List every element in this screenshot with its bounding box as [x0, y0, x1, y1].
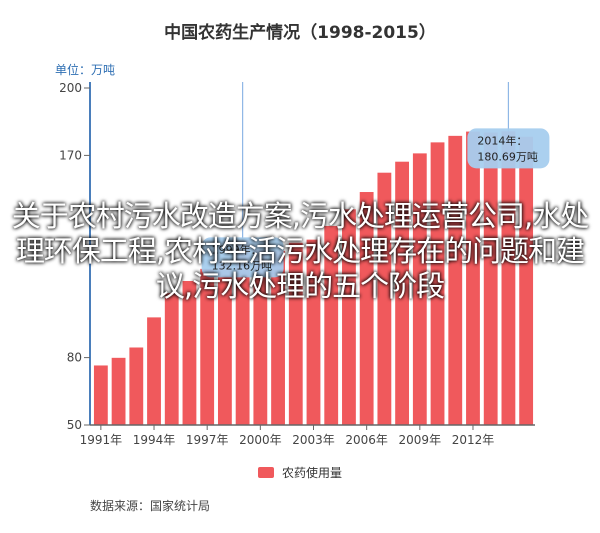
- bar-series: [93, 131, 534, 426]
- bar-2014年: [501, 131, 516, 426]
- x-tick-label: 2006年: [345, 433, 388, 447]
- bar-2005年: [342, 209, 356, 425]
- tooltip-value: 180.69万吨: [477, 150, 538, 163]
- tooltip-title: 1999年：: [212, 242, 262, 256]
- bar-1994年: [147, 317, 161, 425]
- bar-1998年: [217, 260, 232, 425]
- y-tick-label: 170: [59, 148, 82, 162]
- overlay-caption: 关于农村污水改造方案,污水处理运营公司,水处理环保工程,农村生活污水处理存在的问…: [11, 199, 589, 303]
- x-tick-label: 2003年: [292, 433, 335, 447]
- x-tick-label: 2000年: [239, 433, 282, 447]
- bar-1995年: [164, 293, 179, 425]
- y-axis-unit-label: 单位：万吨: [55, 63, 116, 77]
- legend-label: 农药使用量: [281, 466, 342, 480]
- x-tick-label: 1994年: [133, 433, 176, 447]
- bar-2004年: [324, 225, 339, 425]
- bar-1992年: [111, 357, 126, 425]
- bar-2000年: [253, 249, 268, 425]
- x-tick-label: 1997年: [186, 433, 229, 447]
- tooltip-title: 2014年：: [477, 133, 527, 147]
- chart-axes: 50 80 170 200 1991年 1994年 1997年 2000年 2003年 2006年…: [59, 81, 535, 447]
- bar-1996年: [182, 280, 197, 425]
- legend-swatch: [257, 467, 274, 478]
- tooltip-box: [467, 128, 550, 169]
- bar-1999年: [235, 240, 250, 425]
- y-tick-label: 200: [59, 81, 82, 95]
- tooltip-value: 132.16万吨: [212, 259, 273, 272]
- x-tick-label: 2012年: [452, 433, 495, 447]
- y-tick-label: 50: [67, 418, 82, 432]
- bar-2008年: [395, 161, 410, 425]
- bar-2001年: [271, 250, 285, 425]
- bar-2007年: [377, 172, 392, 425]
- source-note: 数据来源：国家统计局: [90, 499, 211, 513]
- bar-2006年: [359, 192, 374, 425]
- bar-2010年: [430, 142, 445, 426]
- bar-2013年: [483, 132, 498, 425]
- chart-title: 中国农药生产情况（1998-2015）: [164, 23, 436, 43]
- tooltips: 2014年： 180.69万吨 1999年： 132.16万吨: [201, 128, 550, 278]
- x-tick-label: 1991年: [80, 433, 123, 447]
- bar-2002年: [288, 242, 303, 425]
- bar-2011年: [448, 135, 463, 425]
- bar-2015年: [519, 136, 534, 425]
- bar-2003年: [306, 239, 321, 425]
- bar-1993年: [129, 347, 144, 425]
- bar-1991年: [93, 365, 108, 425]
- bar-2009年: [412, 153, 427, 426]
- bar-2012年: [466, 131, 480, 425]
- x-tick-label: 2009年: [399, 433, 442, 447]
- y-tick-label: 80: [67, 351, 82, 365]
- tooltip-box: [201, 237, 284, 278]
- bar-1997年: [200, 268, 215, 425]
- legend[interactable]: 农药使用量: [0, 464, 600, 481]
